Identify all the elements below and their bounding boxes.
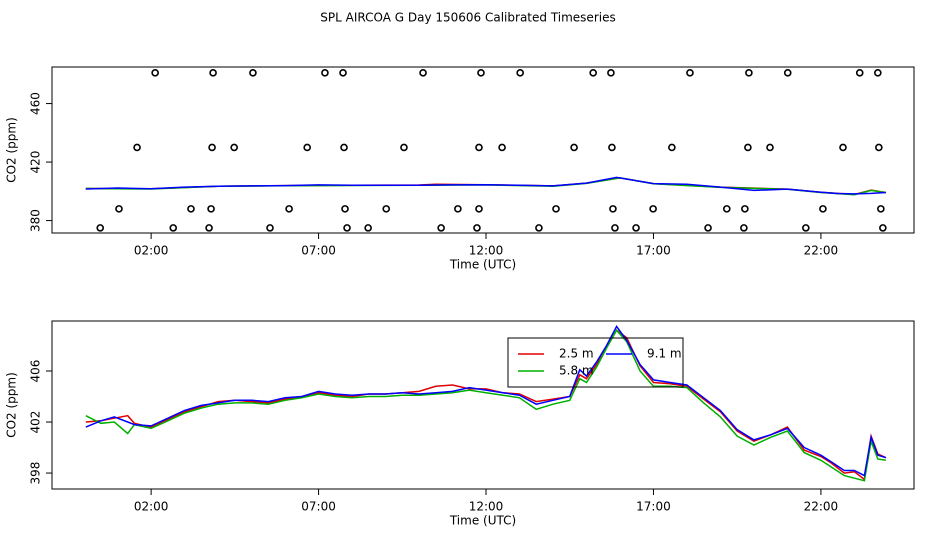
x-axis-label: Time (UTC) (449, 514, 516, 528)
series-line (85, 329, 887, 481)
point (230, 143, 238, 152)
point (611, 224, 619, 232)
point (855, 69, 864, 77)
point (570, 143, 578, 152)
point (321, 69, 329, 77)
point (745, 69, 753, 77)
point (632, 224, 640, 232)
point (266, 224, 274, 232)
point (437, 224, 445, 232)
point (207, 205, 215, 213)
x-tick-label: 12:00 (469, 244, 504, 258)
point (649, 205, 657, 213)
y-tick-label: 380 (29, 209, 43, 232)
point (340, 143, 348, 152)
legend-label: 9.1 m (647, 347, 682, 361)
point (169, 224, 178, 232)
y-tick-label: 398 (29, 462, 43, 485)
point (686, 69, 694, 77)
point (516, 69, 524, 77)
point (96, 224, 105, 232)
point (535, 224, 543, 232)
point (607, 69, 615, 77)
point (187, 205, 195, 213)
point (722, 205, 731, 213)
point (249, 69, 257, 77)
point (744, 143, 752, 152)
series-line (85, 324, 887, 477)
point (609, 205, 617, 213)
point (877, 205, 885, 213)
x-tick-label: 17:00 (636, 244, 671, 258)
point (133, 143, 141, 152)
point (608, 143, 616, 152)
point (473, 224, 481, 232)
point (802, 224, 810, 232)
point (819, 205, 827, 213)
point (205, 224, 213, 232)
y-axis-label: CO2 (ppm) (5, 117, 19, 183)
series-line (85, 176, 886, 195)
y-tick-label: 406 (29, 360, 43, 383)
point (875, 143, 883, 152)
point (741, 205, 749, 213)
legend-label: 5.8 m (559, 364, 594, 378)
point (783, 69, 792, 77)
y-tick-label: 420 (29, 151, 43, 174)
point (115, 205, 123, 213)
series-line (85, 328, 887, 482)
point (589, 69, 597, 77)
plot-frame (51, 66, 915, 234)
point (740, 224, 748, 232)
legend-box (507, 337, 684, 388)
point (400, 143, 408, 152)
point (477, 69, 485, 77)
point (475, 205, 483, 213)
x-tick-label: 02:00 (134, 500, 169, 514)
point (285, 205, 293, 213)
point (208, 143, 216, 152)
point (339, 69, 347, 77)
point (343, 224, 351, 232)
point (364, 224, 372, 232)
point (419, 69, 427, 77)
x-tick-label: 17:00 (636, 500, 671, 514)
point (341, 205, 349, 213)
point (552, 205, 560, 213)
x-tick-label: 07:00 (301, 244, 336, 258)
point (839, 143, 847, 152)
point (766, 143, 774, 152)
point (475, 143, 483, 152)
point (454, 205, 462, 213)
y-axis-label: CO2 (ppm) (5, 372, 19, 438)
point (382, 205, 391, 213)
x-tick-label: 12:00 (469, 500, 504, 514)
x-tick-label: 22:00 (804, 244, 839, 258)
point (874, 69, 882, 77)
point (498, 143, 506, 152)
chart-title: SPL AIRCOA G Day 150606 Calibrated Times… (320, 11, 615, 25)
x-axis-label: Time (UTC) (449, 258, 516, 272)
legend-label: 2.5 m (559, 347, 594, 361)
x-tick-label: 22:00 (804, 500, 839, 514)
point (668, 143, 676, 152)
x-tick-label: 02:00 (134, 244, 169, 258)
y-tick-label: 460 (29, 92, 43, 115)
point (879, 224, 887, 232)
plot-frame (51, 320, 915, 490)
point (209, 69, 217, 77)
point (303, 143, 311, 152)
x-tick-label: 07:00 (301, 500, 336, 514)
y-tick-label: 402 (29, 411, 43, 434)
point (704, 224, 712, 232)
point (151, 69, 159, 77)
